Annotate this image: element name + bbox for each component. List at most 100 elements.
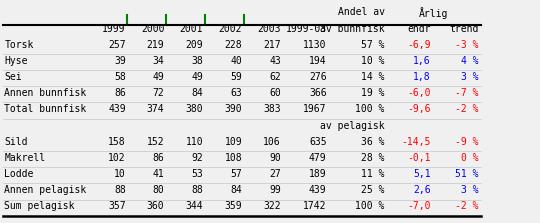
Text: 90: 90 [269, 153, 281, 163]
Text: 25 %: 25 % [361, 185, 384, 195]
Text: 217: 217 [263, 40, 281, 50]
Text: 4 %: 4 % [461, 56, 479, 66]
Text: 344: 344 [186, 201, 203, 211]
Text: Total bunnfisk: Total bunnfisk [4, 104, 87, 114]
Text: 635: 635 [309, 137, 327, 147]
Text: 439: 439 [108, 104, 126, 114]
Text: 19 %: 19 % [361, 88, 384, 98]
Text: 366: 366 [309, 88, 327, 98]
Text: 110: 110 [186, 137, 203, 147]
Text: -9,6: -9,6 [407, 104, 430, 114]
Text: av bunnfisk: av bunnfisk [320, 23, 384, 33]
Text: 219: 219 [147, 40, 165, 50]
Text: 0 %: 0 % [461, 153, 479, 163]
Text: 39: 39 [114, 56, 126, 66]
Text: 34: 34 [153, 56, 165, 66]
Text: 1742: 1742 [303, 201, 327, 211]
Text: 1999: 1999 [102, 23, 126, 33]
Text: Sei: Sei [4, 72, 22, 82]
Text: -7 %: -7 % [455, 88, 479, 98]
Text: 439: 439 [309, 185, 327, 195]
Text: -7,0: -7,0 [407, 201, 430, 211]
Text: 58: 58 [114, 72, 126, 82]
Text: 102: 102 [108, 153, 126, 163]
Text: 158: 158 [108, 137, 126, 147]
Text: 108: 108 [224, 153, 242, 163]
Text: 109: 109 [224, 137, 242, 147]
Text: 84: 84 [230, 185, 242, 195]
Text: 1130: 1130 [303, 40, 327, 50]
Text: 11 %: 11 % [361, 169, 384, 179]
Text: 53: 53 [192, 169, 203, 179]
Text: 43: 43 [269, 56, 281, 66]
Text: 152: 152 [147, 137, 165, 147]
Text: 1967: 1967 [303, 104, 327, 114]
Text: 228: 228 [224, 40, 242, 50]
Text: 322: 322 [263, 201, 281, 211]
Text: 14 %: 14 % [361, 72, 384, 82]
Text: Andel av: Andel av [338, 7, 384, 17]
Text: trend: trend [450, 23, 479, 33]
Text: -6,0: -6,0 [407, 88, 430, 98]
Text: 380: 380 [186, 104, 203, 114]
Text: -6,9: -6,9 [407, 40, 430, 50]
Text: 88: 88 [114, 185, 126, 195]
Text: 86: 86 [114, 88, 126, 98]
Text: 357: 357 [108, 201, 126, 211]
Text: 194: 194 [309, 56, 327, 66]
Text: 63: 63 [230, 88, 242, 98]
Text: av pelagisk: av pelagisk [320, 121, 384, 131]
Text: 27: 27 [269, 169, 281, 179]
Text: 276: 276 [309, 72, 327, 82]
Text: 2001: 2001 [180, 23, 203, 33]
Text: 2003: 2003 [257, 23, 281, 33]
Text: 360: 360 [147, 201, 165, 211]
Text: Lodde: Lodde [4, 169, 34, 179]
Text: 59: 59 [230, 72, 242, 82]
Text: 49: 49 [153, 72, 165, 82]
Text: Hyse: Hyse [4, 56, 28, 66]
Text: 106: 106 [263, 137, 281, 147]
Text: Sild: Sild [4, 137, 28, 147]
Text: 3 %: 3 % [461, 72, 479, 82]
Text: Årlig: Årlig [419, 7, 448, 19]
Text: 2000: 2000 [141, 23, 165, 33]
Text: -3 %: -3 % [455, 40, 479, 50]
Text: endr: endr [407, 23, 430, 33]
Text: 80: 80 [153, 185, 165, 195]
Text: 3 %: 3 % [461, 185, 479, 195]
Text: 99: 99 [269, 185, 281, 195]
Text: Sum pelagisk: Sum pelagisk [4, 201, 75, 211]
Text: 383: 383 [263, 104, 281, 114]
Text: 84: 84 [192, 88, 203, 98]
Text: 1,6: 1,6 [413, 56, 430, 66]
Text: 49: 49 [192, 72, 203, 82]
Text: 88: 88 [192, 185, 203, 195]
Text: 479: 479 [309, 153, 327, 163]
Text: -2 %: -2 % [455, 104, 479, 114]
Text: -9 %: -9 % [455, 137, 479, 147]
Text: 86: 86 [153, 153, 165, 163]
Text: -2 %: -2 % [455, 201, 479, 211]
Text: 374: 374 [147, 104, 165, 114]
Text: 100 %: 100 % [355, 201, 384, 211]
Text: Torsk: Torsk [4, 40, 34, 50]
Text: Makrell: Makrell [4, 153, 45, 163]
Text: 51 %: 51 % [455, 169, 479, 179]
Text: 10: 10 [114, 169, 126, 179]
Text: 10 %: 10 % [361, 56, 384, 66]
Text: 40: 40 [230, 56, 242, 66]
Text: 92: 92 [192, 153, 203, 163]
Text: 100 %: 100 % [355, 104, 384, 114]
Text: 2,6: 2,6 [413, 185, 430, 195]
Text: 209: 209 [186, 40, 203, 50]
Text: 41: 41 [153, 169, 165, 179]
Text: 60: 60 [269, 88, 281, 98]
Text: 189: 189 [309, 169, 327, 179]
Text: Annen pelagisk: Annen pelagisk [4, 185, 87, 195]
Text: 28 %: 28 % [361, 153, 384, 163]
Text: 1999-03: 1999-03 [286, 23, 327, 33]
Text: Annen bunnfisk: Annen bunnfisk [4, 88, 87, 98]
Text: 390: 390 [224, 104, 242, 114]
Text: 5,1: 5,1 [413, 169, 430, 179]
